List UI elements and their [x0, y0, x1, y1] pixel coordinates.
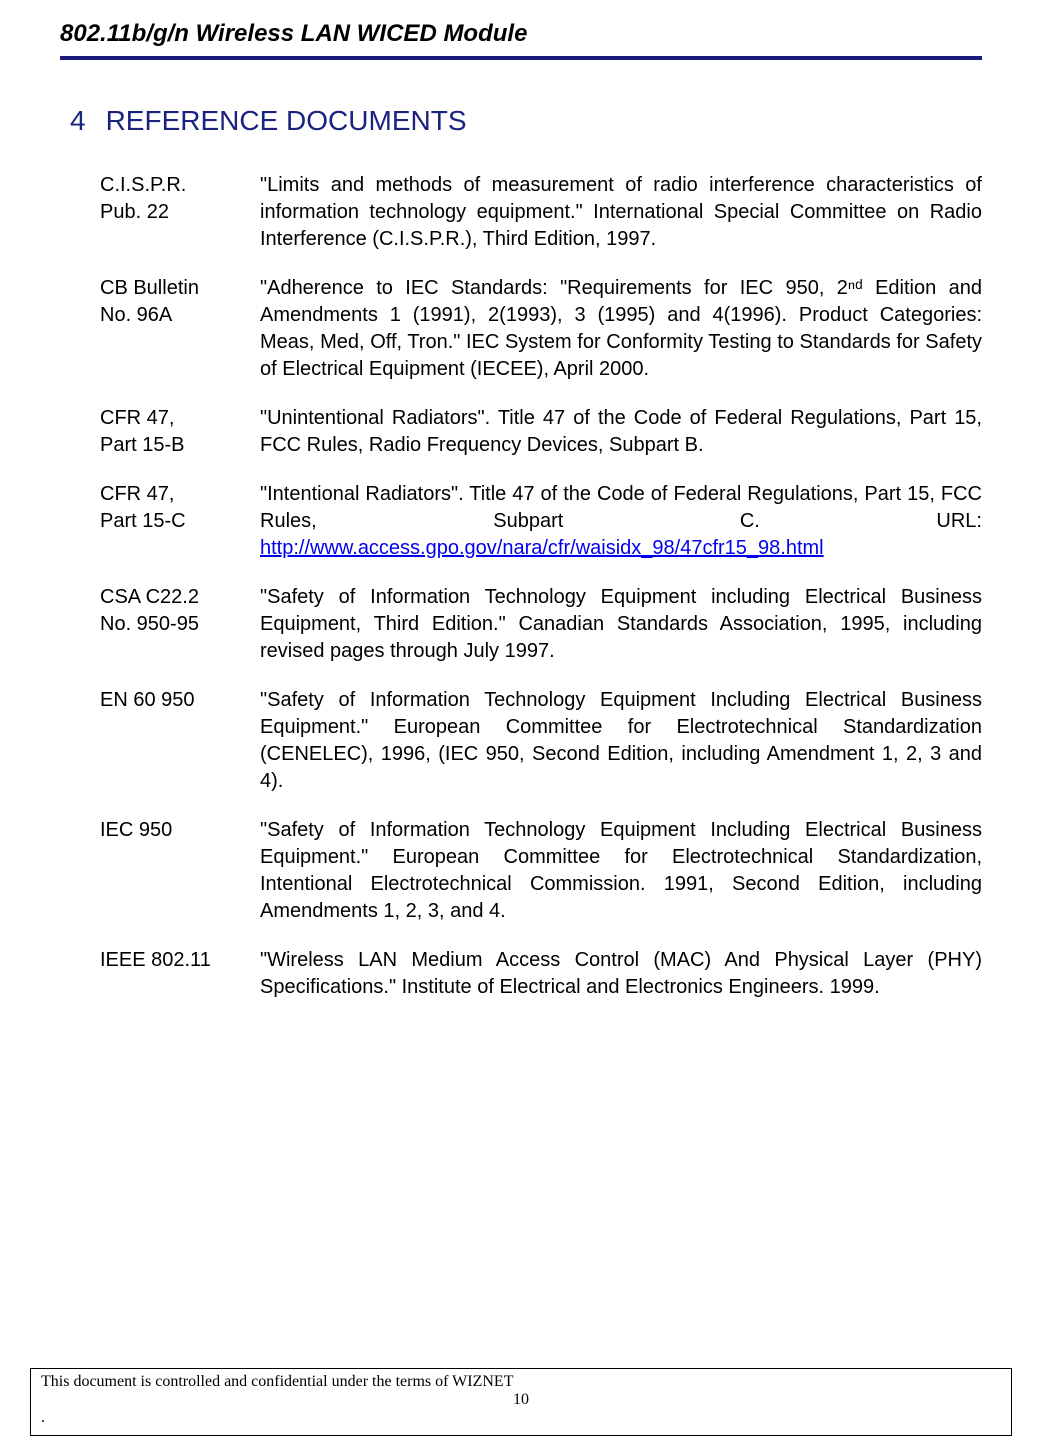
reference-label-line1: IEC 950	[100, 819, 172, 841]
reference-row: CSA C22.2 No. 950-95 "Safety of Informat…	[100, 584, 982, 665]
reference-label: IEC 950	[100, 817, 260, 844]
reference-label: CFR 47, Part 15-C	[100, 481, 260, 535]
footer-page-number: 10	[41, 1391, 1001, 1409]
reference-row: C.I.S.P.R. Pub. 22 "Limits and methods o…	[100, 172, 982, 253]
reference-label-line2: Pub. 22	[100, 201, 169, 223]
section-title: REFERENCE DOCUMENTS	[106, 105, 467, 136]
reference-desc: "Wireless LAN Medium Access Control (MAC…	[260, 947, 982, 1001]
reference-label-line1: CB Bulletin	[100, 277, 199, 299]
reference-label-line1: CSA C22.2	[100, 586, 199, 608]
header-title: 802.11b/g/n Wireless LAN WICED Module	[60, 20, 982, 48]
reference-desc: "Safety of Information Technology Equipm…	[260, 817, 982, 925]
header-section: 802.11b/g/n Wireless LAN WICED Module	[60, 20, 982, 60]
reference-desc: "Adherence to IEC Standards: "Requiremen…	[260, 275, 982, 383]
reference-label: C.I.S.P.R. Pub. 22	[100, 172, 260, 226]
page-container: 802.11b/g/n Wireless LAN WICED Module 4R…	[0, 0, 1042, 1001]
reference-desc: "Safety of Information Technology Equipm…	[260, 584, 982, 665]
reference-label: IEEE 802.11	[100, 947, 260, 974]
reference-row: EN 60 950 "Safety of Information Technol…	[100, 687, 982, 795]
reference-label-line1: CFR 47,	[100, 407, 174, 429]
reference-desc: "Limits and methods of measurement of ra…	[260, 172, 982, 253]
references-table: C.I.S.P.R. Pub. 22 "Limits and methods o…	[100, 172, 982, 1001]
reference-label-line1: CFR 47,	[100, 483, 174, 505]
footer-box: This document is controlled and confiden…	[30, 1368, 1012, 1436]
section-number: 4	[70, 105, 86, 137]
reference-row: CB Bulletin No. 96A "Adherence to IEC St…	[100, 275, 982, 383]
reference-label: CSA C22.2 No. 950-95	[100, 584, 260, 638]
reference-row: CFR 47, Part 15-B "Unintentional Radiato…	[100, 405, 982, 459]
reference-row: IEEE 802.11 "Wireless LAN Medium Access …	[100, 947, 982, 1001]
reference-label-line2: Part 15-B	[100, 434, 184, 456]
reference-desc: "Safety of Information Technology Equipm…	[260, 687, 982, 795]
reference-label-line2: No. 96A	[100, 304, 172, 326]
reference-label-line1: C.I.S.P.R.	[100, 174, 186, 196]
section-heading: 4 REFERENCE DOCUMENTS	[70, 105, 982, 137]
reference-label: CFR 47, Part 15-B	[100, 405, 260, 459]
reference-row: CFR 47, Part 15-C "Intentional Radiators…	[100, 481, 982, 562]
reference-desc-prefix: "Intentional Radiators". Title 47 of the…	[260, 483, 982, 532]
reference-label-line1: IEEE 802.11	[100, 949, 211, 971]
reference-label: CB Bulletin No. 96A	[100, 275, 260, 329]
reference-desc: "Unintentional Radiators". Title 47 of t…	[260, 405, 982, 459]
footer-dot: .	[41, 1409, 1001, 1427]
reference-label: EN 60 950	[100, 687, 260, 714]
footer-text: This document is controlled and confiden…	[41, 1373, 1001, 1391]
reference-label-line2: No. 950-95	[100, 613, 199, 635]
reference-row: IEC 950 "Safety of Information Technolog…	[100, 817, 982, 925]
reference-desc: "Intentional Radiators". Title 47 of the…	[260, 481, 982, 562]
reference-label-line1: EN 60 950	[100, 689, 195, 711]
reference-link[interactable]: http://www.access.gpo.gov/nara/cfr/waisi…	[260, 537, 824, 559]
reference-label-line2: Part 15-C	[100, 510, 186, 532]
